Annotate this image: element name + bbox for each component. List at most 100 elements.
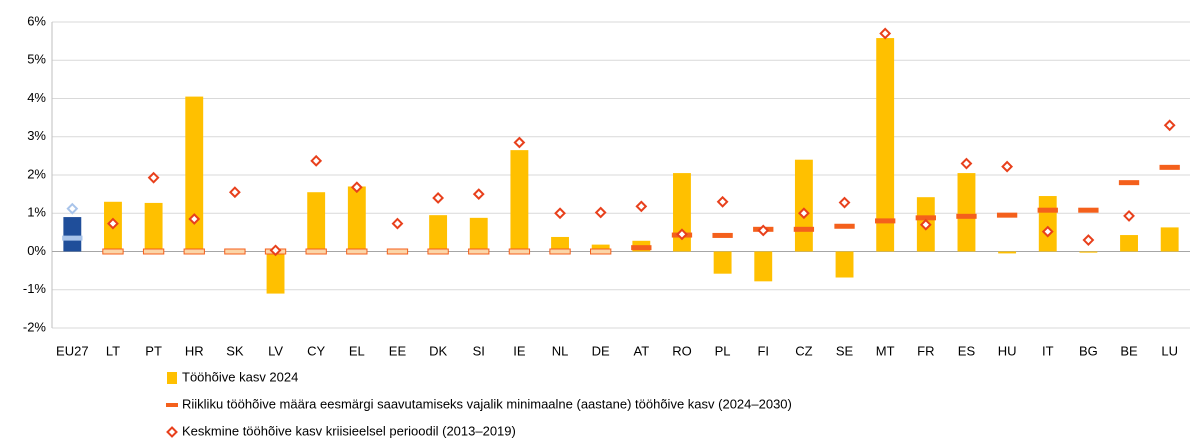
y-tick-label: 3%: [27, 128, 46, 143]
x-tick-label: IT: [1042, 343, 1054, 358]
bar: [63, 217, 82, 252]
y-tick-label: -1%: [23, 281, 47, 296]
x-tick-label: HR: [185, 343, 204, 358]
x-tick-label: HU: [998, 343, 1017, 358]
diamond: [228, 186, 241, 199]
diamond: [432, 192, 445, 204]
bar: [1038, 196, 1057, 252]
diamond: [391, 217, 404, 230]
diamond: [1123, 210, 1135, 222]
diamond: [554, 207, 566, 220]
bar: [673, 173, 691, 252]
legend-swatch: [166, 403, 178, 407]
bar: [510, 150, 529, 252]
diamond: [188, 213, 201, 225]
diamond: [960, 157, 973, 170]
legend-label: Riikliku tööhõive määra eesmärgi saavuta…: [182, 396, 792, 411]
y-tick-label: 2%: [27, 166, 46, 181]
dash: [386, 248, 409, 255]
bar: [794, 159, 813, 252]
diamond: [513, 136, 526, 149]
dash: [468, 248, 490, 255]
legend-swatch: [167, 372, 177, 384]
x-tick-label: LT: [106, 343, 120, 358]
dash: [1037, 207, 1058, 213]
bar: [957, 173, 976, 252]
legend-swatch: [166, 426, 178, 438]
legend-label: Tööhõive kasv 2024: [182, 369, 298, 384]
y-tick-label: -2%: [23, 319, 47, 334]
x-tick-label: IE: [513, 343, 526, 358]
x-tick-label: FR: [917, 343, 934, 358]
x-tick-label: CY: [307, 343, 325, 358]
diamond: [716, 195, 729, 208]
dash: [142, 248, 165, 255]
y-tick-label: 0%: [27, 243, 46, 258]
x-tick-label: SI: [473, 343, 485, 358]
dash: [102, 248, 124, 255]
dash: [62, 235, 83, 241]
dash: [305, 248, 327, 255]
dash: [915, 215, 936, 221]
dash: [1159, 164, 1180, 170]
x-tick-label: EE: [389, 343, 407, 358]
bar: [185, 96, 204, 252]
dash: [508, 248, 531, 255]
dash: [834, 223, 855, 229]
x-tick-label: PL: [715, 343, 731, 358]
dash: [996, 212, 1018, 218]
legend-label: Keskmine tööhõive kasv kriisieelsel peri…: [182, 423, 516, 438]
diamond: [310, 154, 323, 167]
diamond: [676, 228, 688, 241]
dash: [793, 226, 815, 232]
diamond: [1082, 234, 1095, 246]
diamond: [1041, 225, 1054, 238]
x-tick-label: LU: [1161, 343, 1178, 358]
x-tick-label: DK: [429, 343, 447, 358]
x-tick-label: MT: [876, 343, 895, 358]
x-tick-label: CZ: [795, 343, 812, 358]
dash: [224, 248, 246, 255]
x-tick-label: EU27: [56, 343, 89, 358]
bar: [429, 215, 448, 252]
bar: [998, 251, 1017, 254]
x-tick-label: PT: [145, 343, 162, 358]
bar: [307, 192, 326, 252]
bar: [551, 236, 569, 252]
dash: [712, 232, 733, 238]
diamond: [635, 200, 648, 213]
dash: [631, 245, 652, 251]
bar: [713, 251, 732, 274]
diamond: [838, 196, 851, 209]
dash: [549, 248, 571, 255]
bar: [469, 217, 488, 252]
y-tick-label: 5%: [27, 52, 46, 67]
dash: [346, 248, 368, 255]
diamond: [269, 244, 282, 257]
diamond: [1001, 160, 1014, 173]
x-tick-label: SE: [836, 343, 854, 358]
bar: [876, 38, 895, 252]
bar: [144, 202, 163, 252]
x-tick-label: DE: [592, 343, 610, 358]
bar: [835, 251, 854, 278]
bar: [1079, 251, 1098, 253]
diamond: [757, 224, 770, 237]
diamond: [107, 217, 119, 230]
diamond: [797, 207, 810, 220]
diamond: [879, 27, 892, 40]
x-tick-label: AT: [633, 343, 649, 358]
y-tick-label: 6%: [27, 13, 46, 28]
y-tick-label: 1%: [27, 205, 46, 220]
x-tick-label: FI: [757, 343, 769, 358]
diamond: [147, 171, 160, 184]
diamond: [919, 218, 932, 231]
x-tick-label: NL: [552, 343, 569, 358]
diamond: [350, 181, 363, 194]
y-tick-label: 4%: [27, 90, 46, 105]
bar: [347, 186, 366, 252]
diamond: [1163, 119, 1176, 132]
dash: [590, 248, 612, 255]
dash: [875, 218, 896, 224]
